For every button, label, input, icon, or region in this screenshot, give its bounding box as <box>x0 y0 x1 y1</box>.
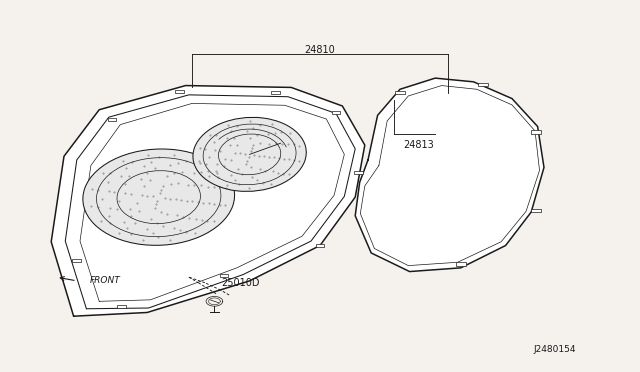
Bar <box>456 263 466 266</box>
Bar <box>395 90 405 94</box>
Ellipse shape <box>83 149 235 246</box>
Polygon shape <box>355 78 544 272</box>
Bar <box>354 171 363 174</box>
Text: J2480154: J2480154 <box>534 345 576 354</box>
Bar <box>271 91 280 94</box>
Bar <box>316 244 324 247</box>
Text: 24810: 24810 <box>305 45 335 55</box>
Text: FRONT: FRONT <box>90 276 120 285</box>
Bar <box>72 259 81 262</box>
Bar <box>117 305 126 308</box>
Text: 24813: 24813 <box>403 140 434 150</box>
Ellipse shape <box>193 117 307 192</box>
Bar <box>478 83 488 86</box>
Bar <box>175 90 184 93</box>
Bar <box>332 111 340 114</box>
Bar <box>531 130 541 134</box>
Text: 25010D: 25010D <box>221 278 259 288</box>
Bar <box>108 118 116 121</box>
Polygon shape <box>51 86 365 316</box>
Bar <box>531 208 541 212</box>
Bar <box>220 274 228 277</box>
